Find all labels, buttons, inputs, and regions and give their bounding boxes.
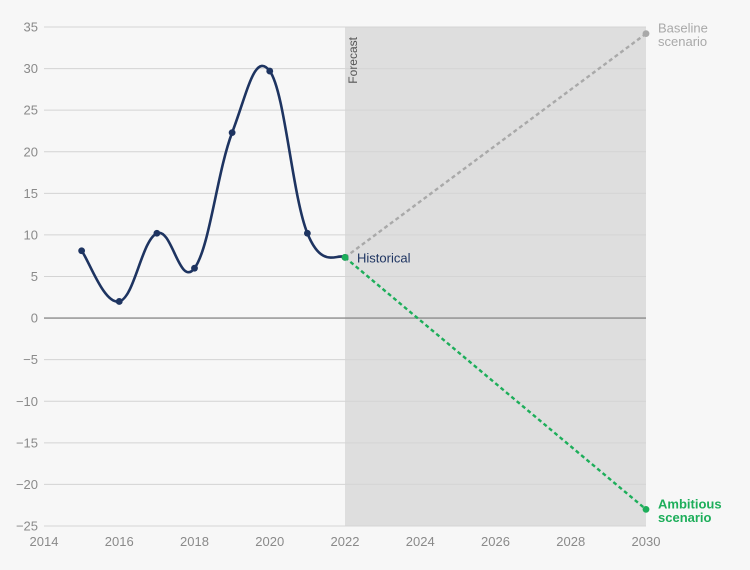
forecast-label: Forecast [346, 36, 360, 83]
x-tick-label: 2022 [331, 534, 360, 549]
ambitious-scenario-point [642, 505, 650, 513]
y-tick-label: −20 [16, 477, 38, 492]
x-tick-label: 2028 [556, 534, 585, 549]
y-tick-label: 10 [24, 227, 38, 242]
historical-point [78, 247, 86, 255]
x-tick-label: 2026 [481, 534, 510, 549]
y-tick-label: 25 [24, 103, 38, 118]
historical-point [303, 229, 311, 237]
forecast-start-point [341, 253, 349, 261]
y-tick-label: 30 [24, 61, 38, 76]
y-tick-label: −15 [16, 435, 38, 450]
label-layer: Forecast Historical Baseline scenario Ambiti… [346, 21, 722, 525]
y-tick-label: −10 [16, 394, 38, 409]
x-tick-label: 2020 [255, 534, 284, 549]
ambitious-scenario-line [344, 256, 647, 511]
ambitious-scenario-label: Ambitious scenario [658, 496, 722, 525]
grid-layer [44, 26, 646, 527]
baseline-scenario-label: Baseline scenario [658, 21, 708, 50]
historical-point [191, 264, 198, 272]
x-tick-label: 2030 [632, 534, 661, 549]
x-axis: 2014 2016 2018 2020 2022 2024 2026 2028 2030 [30, 534, 661, 549]
x-tick-label: 2018 [180, 534, 209, 549]
y-tick-label: 0 [31, 311, 38, 326]
y-axis: 35 30 25 20 15 10 5 0 −5 −10 −15 −20 −25 [16, 20, 38, 534]
baseline-scenario-point [642, 30, 650, 38]
x-tick-label: 2016 [105, 534, 134, 549]
y-tick-label: 5 [31, 269, 38, 284]
historical-point [153, 229, 161, 237]
y-tick-label: 35 [24, 20, 38, 35]
historical-point [266, 67, 274, 75]
historical-point [228, 129, 236, 137]
y-tick-label: 20 [24, 144, 38, 159]
y-tick-label: 15 [24, 186, 38, 201]
x-tick-label: 2024 [406, 534, 435, 549]
historical-line [80, 64, 347, 303]
y-tick-label: −25 [16, 519, 38, 534]
series-layer [78, 30, 650, 513]
historical-label: Historical [357, 250, 411, 265]
historical-point [115, 298, 123, 305]
y-tick-label: −5 [23, 352, 38, 367]
x-tick-label: 2014 [30, 534, 59, 549]
